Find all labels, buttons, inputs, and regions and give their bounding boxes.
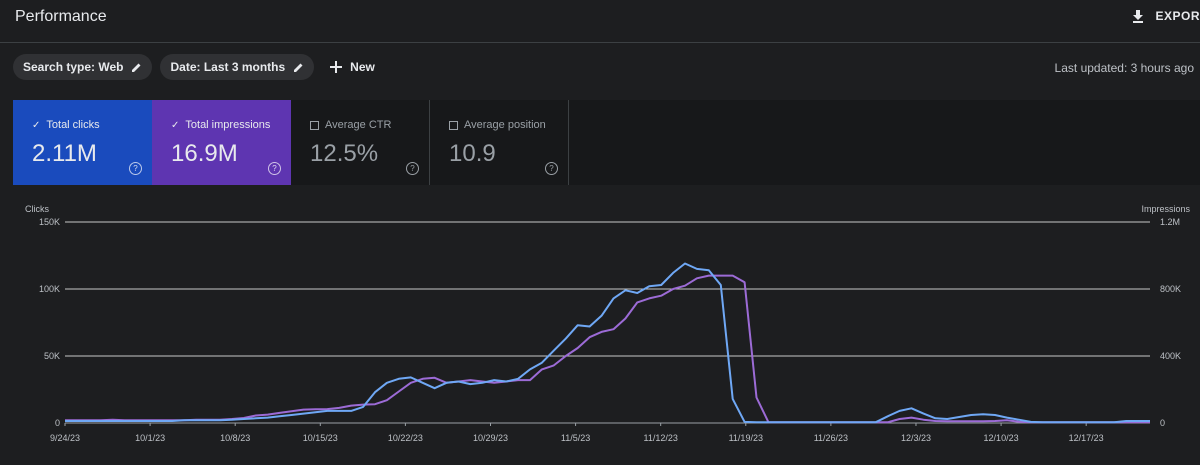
x-axis-tick: 10/29/23 bbox=[473, 433, 508, 443]
search-type-label: Search type: Web bbox=[23, 60, 124, 74]
help-icon[interactable]: ? bbox=[545, 162, 558, 175]
x-axis-tick: 10/15/23 bbox=[303, 433, 338, 443]
checkbox-checked-icon: ✓ bbox=[171, 119, 180, 131]
new-filter-label: New bbox=[350, 60, 375, 74]
x-axis-tick: 10/1/23 bbox=[135, 433, 165, 443]
x-axis-tick: 11/12/23 bbox=[643, 433, 677, 443]
x-axis-tick: 11/5/23 bbox=[561, 433, 590, 443]
plus-icon bbox=[330, 61, 343, 73]
clicks-series-line bbox=[65, 262, 1150, 424]
metric-label-row: ✓ Total impressions bbox=[171, 119, 270, 131]
x-axis-tick: 10/8/23 bbox=[220, 433, 250, 443]
help-icon[interactable]: ? bbox=[268, 162, 281, 175]
x-axis-tick: 12/10/23 bbox=[984, 433, 1019, 443]
metric-value: 2.11M bbox=[32, 140, 97, 167]
export-button[interactable]: EXPOR bbox=[1131, 9, 1200, 23]
new-filter-button[interactable]: New bbox=[330, 60, 375, 74]
x-axis-tick: 11/19/23 bbox=[729, 433, 763, 443]
help-icon[interactable]: ? bbox=[406, 162, 419, 175]
right-axis-tick: 1.2M bbox=[1160, 217, 1180, 227]
checkbox-checked-icon: ✓ bbox=[32, 119, 41, 131]
checkbox-unchecked-icon bbox=[310, 120, 319, 130]
metric-label: Total clicks bbox=[46, 119, 100, 131]
edit-pencil-icon bbox=[294, 63, 303, 72]
x-axis-tick: 11/26/23 bbox=[814, 433, 848, 443]
page-title: Performance bbox=[15, 8, 107, 25]
metric-label-row: ✓ Total clicks bbox=[32, 119, 100, 131]
metric-label-row: Average CTR bbox=[310, 119, 391, 131]
search-type-filter-chip[interactable]: Search type: Web bbox=[13, 54, 153, 80]
metric-label: Average position bbox=[464, 119, 546, 131]
left-axis-label: Clicks bbox=[25, 204, 49, 214]
impressions-series-line bbox=[65, 274, 1150, 424]
x-axis-tick: 9/24/23 bbox=[50, 433, 80, 443]
performance-chart[interactable]: Clicks Impressions 150K 1.2M 100K 800K 50K 40… bbox=[0, 195, 1200, 457]
right-axis-tick: 800K bbox=[1160, 284, 1181, 294]
metric-label: Average CTR bbox=[325, 119, 392, 131]
edit-pencil-icon bbox=[132, 63, 141, 72]
metric-value: 16.9M bbox=[171, 140, 238, 167]
export-label: EXPOR bbox=[1155, 9, 1200, 23]
date-filter-label: Date: Last 3 months bbox=[170, 60, 286, 74]
left-axis-tick: 0 bbox=[55, 418, 60, 428]
checkbox-unchecked-icon bbox=[449, 120, 458, 130]
date-filter-chip[interactable]: Date: Last 3 months bbox=[160, 54, 315, 80]
x-axis-tick: 12/3/23 bbox=[901, 433, 931, 443]
x-axis-tick: 10/22/23 bbox=[388, 433, 423, 443]
metric-label: Total impressions bbox=[185, 119, 271, 131]
metric-card-average-position[interactable]: Average position 10.9 ? bbox=[430, 100, 569, 185]
last-updated-text: Last updated: 3 hours ago bbox=[1054, 61, 1194, 75]
metric-card-total-clicks[interactable]: ✓ Total clicks 2.11M ? bbox=[13, 100, 152, 185]
top-bar: Performance EXPOR bbox=[0, 0, 1200, 43]
x-axis-tick: 12/17/23 bbox=[1069, 433, 1104, 443]
metric-value: 10.9 bbox=[449, 140, 496, 167]
metric-cards: ✓ Total clicks 2.11M ? ✓ Total impressio… bbox=[13, 100, 1200, 185]
right-axis-tick: 400K bbox=[1160, 351, 1181, 361]
metric-card-total-impressions[interactable]: ✓ Total impressions 16.9M ? bbox=[152, 100, 291, 185]
download-icon bbox=[1133, 10, 1144, 23]
left-axis-tick: 100K bbox=[39, 284, 60, 294]
metric-value: 12.5% bbox=[310, 140, 379, 167]
metric-label-row: Average position bbox=[449, 119, 546, 131]
filter-bar: Search type: Web Date: Last 3 months New bbox=[13, 54, 375, 80]
metric-card-average-ctr[interactable]: Average CTR 12.5% ? bbox=[291, 100, 430, 185]
left-axis-tick: 50K bbox=[44, 351, 60, 361]
right-axis-tick: 0 bbox=[1160, 418, 1165, 428]
left-axis-tick: 150K bbox=[39, 217, 60, 227]
help-icon[interactable]: ? bbox=[129, 162, 142, 175]
right-axis-label: Impressions bbox=[1141, 204, 1190, 214]
